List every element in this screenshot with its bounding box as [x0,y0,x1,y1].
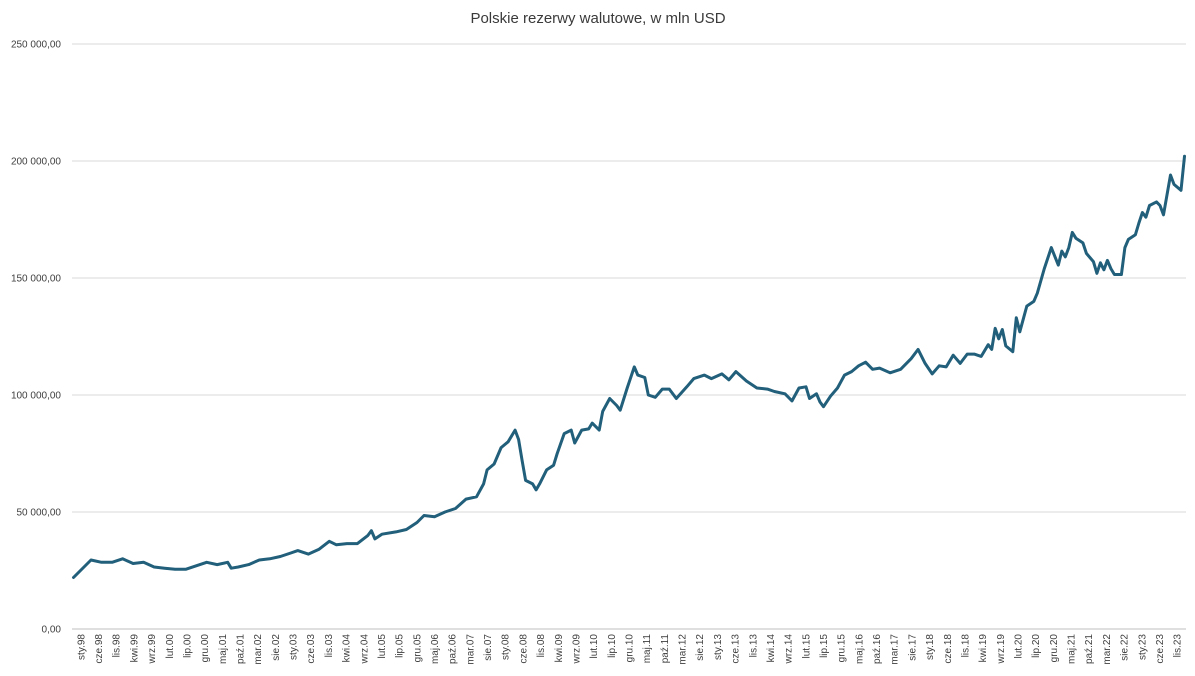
y-tick-label: 50 000,00 [17,508,62,519]
x-tick-label: sty.08 [501,634,512,660]
x-tick-label: lis.13 [748,634,759,658]
x-tick-label: sie.02 [271,634,282,661]
x-tick-label: cze.03 [306,634,317,664]
x-tick-label: maj.21 [1067,634,1078,664]
x-tick-label: cze.18 [943,634,954,664]
x-tick-label: sie.22 [1120,634,1131,661]
x-tick-label: lut.05 [377,634,388,659]
x-tick-label: gru.15 [837,634,848,663]
x-axis-ticks: sty.98 cze.98 lis.98 kwi.99 wrz.99 lut.00 lip.… [76,634,1183,665]
y-tick-label: 0,00 [42,625,62,636]
x-tick-label: gru.20 [1049,634,1060,663]
gridlines [72,43,1186,513]
x-tick-label: sty.98 [76,634,87,660]
x-tick-label: cze.13 [731,634,742,664]
x-tick-label: sie.17 [907,634,918,661]
x-tick-label: lip.00 [182,634,193,658]
x-tick-label: maj.01 [218,634,229,664]
series-layer [72,154,1186,579]
x-tick-label: cze.08 [518,634,529,664]
x-tick-label: wrz.09 [571,634,582,665]
y-tick-label: 100 000,00 [11,391,61,402]
chart-title: Polskie rezerwy walutowe, w mln USD [470,10,725,27]
x-tick-label: lut.10 [589,634,600,659]
x-tick-label: maj.11 [642,634,653,664]
x-tick-label: lis.03 [324,634,335,658]
x-tick-label: kwi.99 [129,634,140,663]
x-tick-label: sty.13 [713,634,724,660]
x-tick-label: lip.15 [819,634,830,658]
x-tick-label: lis.23 [1173,634,1184,658]
y-tick-label: 150 000,00 [11,274,61,285]
x-tick-label: lip.20 [1031,634,1042,658]
x-tick-label: lip.05 [395,634,406,658]
x-tick-label: lis.18 [960,634,971,658]
x-tick-label: lip.10 [607,634,618,658]
x-tick-label: wrz.04 [359,634,370,665]
x-tick-label: lut.00 [165,634,176,659]
x-tick-label: kwi.19 [978,634,989,663]
x-tick-label: sie.07 [483,634,494,661]
y-tick-label: 200 000,00 [11,157,61,168]
x-tick-label: sty.23 [1137,634,1148,660]
x-tick-label: kwi.14 [766,634,777,663]
x-tick-label: cze.23 [1155,634,1166,664]
x-tick-label: mar.02 [253,634,264,665]
y-axis-ticks: 0,00 50 000,00 100 000,00 150 000,00 200 000… [11,40,61,636]
x-tick-label: sie.12 [695,634,706,661]
x-tick-label: gru.05 [412,634,423,663]
x-tick-label: mar.22 [1102,634,1113,665]
x-tick-label: mar.07 [465,634,476,665]
x-tick-label: gru.10 [625,634,636,663]
x-tick-label: gru.00 [200,634,211,663]
x-tick-label: lis.08 [536,634,547,658]
x-tick-label: maj.16 [854,634,865,664]
x-tick-label: mar.17 [890,634,901,665]
x-tick-label: wrz.19 [996,634,1007,665]
x-tick-label: sty.03 [289,634,300,660]
x-tick-label: kwi.04 [342,634,353,663]
x-tick-label: paź.06 [448,634,459,664]
x-tick-label: wrz.99 [147,634,158,665]
y-tick-label: 250 000,00 [11,40,61,51]
x-tick-label: maj.06 [430,634,441,664]
x-tick-label: sty.18 [925,634,936,660]
x-tick-label: mar.12 [678,634,689,665]
series-line [72,154,1186,579]
x-tick-label: lut.20 [1014,634,1025,659]
x-tick-label: paź.11 [660,634,671,664]
x-tick-label: paź.01 [235,634,246,664]
x-tick-label: wrz.14 [784,634,795,665]
x-tick-label: paź.16 [872,634,883,664]
x-tick-label: paź.21 [1084,634,1095,664]
x-tick-label: lis.98 [112,634,123,658]
x-tick-label: cze.98 [94,634,105,664]
x-tick-label: lut.15 [801,634,812,659]
x-tick-label: kwi.09 [554,634,565,663]
